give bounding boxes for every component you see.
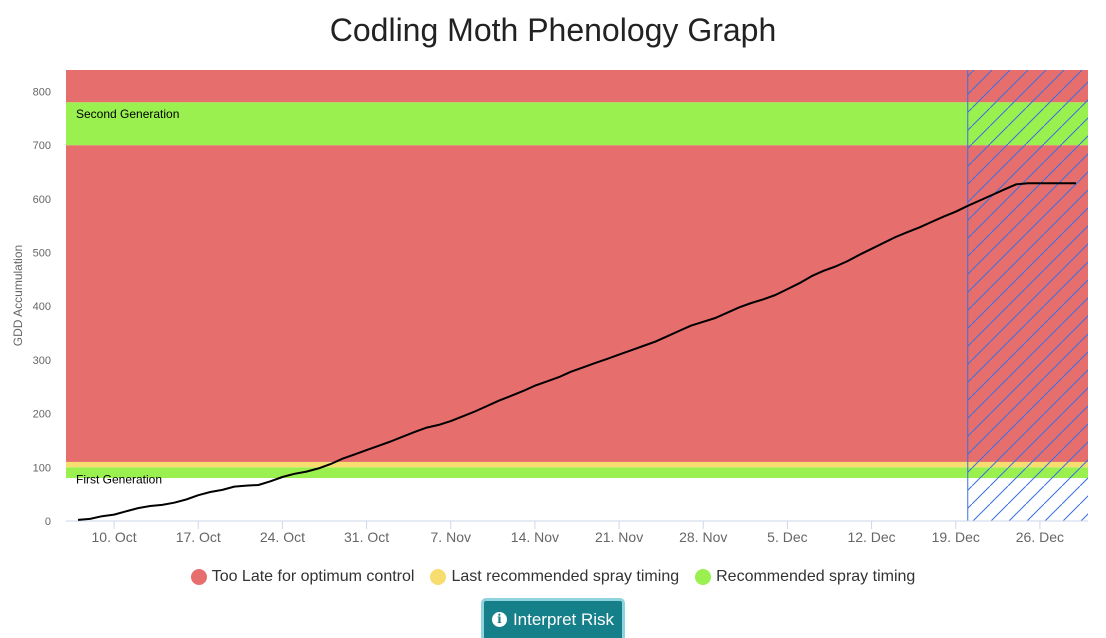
chart-title: Codling Moth Phenology Graph (329, 12, 777, 48)
legend-label: Last recommended spray timing (451, 568, 680, 585)
x-tick-label: 31. Oct (344, 529, 389, 545)
x-tick-label: 12. Dec (847, 529, 895, 545)
plot-band-1 (66, 461, 1088, 468)
plot-band-0 (66, 467, 1088, 479)
x-tick-label: 21. Nov (595, 529, 643, 545)
series-line-0 (77, 182, 1076, 521)
x-tick-label: 19. Dec (932, 529, 980, 545)
y-tick-0: 0 (45, 516, 51, 528)
legend-label: Recommended spray timing (716, 568, 916, 585)
y-tick-800: 800 (33, 86, 51, 98)
y-axis-title: GDD Accumulation (11, 245, 25, 346)
y-tick-100: 100 (33, 462, 51, 474)
x-tick-label: 17. Oct (176, 529, 221, 545)
band-label-3: Second Generation (76, 107, 179, 121)
x-tick-label: 14. Nov (511, 529, 559, 545)
chart-legend: Too Late for optimum control Last recomme… (0, 568, 1106, 586)
x-tick-label: 24. Oct (260, 529, 305, 545)
legend-dot-icon (190, 569, 207, 585)
plot-band-3 (66, 102, 1088, 146)
x-tick-label: 5. Dec (767, 529, 807, 545)
legend-item-0[interactable]: Too Late for optimum control (190, 568, 415, 586)
legend-item-2[interactable]: Recommended spray timing (695, 568, 915, 586)
legend-label: Too Late for optimum control (211, 568, 415, 585)
interpret-risk-label: Interpret Risk (512, 609, 615, 629)
y-tick-600: 600 (33, 194, 51, 206)
x-tick-label: 7. Nov (431, 529, 471, 545)
x-tick-label: 28. Nov (679, 529, 727, 545)
plot-band-4 (66, 70, 1088, 103)
y-tick-200: 200 (33, 409, 51, 421)
interpret-risk-button[interactable]: i Interpret Risk (481, 598, 625, 638)
forecast-hatch (967, 70, 1088, 521)
y-tick-700: 700 (33, 140, 51, 152)
info-icon: i (491, 612, 507, 627)
chart-plot: First Generation Second Generation 0 100 20… (11, 70, 1088, 545)
y-tick-500: 500 (33, 248, 51, 260)
x-tick-label: 26. Dec (1016, 529, 1064, 545)
x-tick-label: 10. Oct (92, 529, 137, 545)
y-tick-300: 300 (33, 355, 51, 367)
y-tick-400: 400 (33, 301, 51, 313)
plot-band-2 (66, 145, 1088, 462)
legend-dot-icon (430, 569, 447, 585)
band-label-0: First Generation (76, 472, 162, 486)
legend-dot-icon (695, 569, 712, 585)
legend-item-1[interactable]: Last recommended spray timing (430, 568, 679, 586)
